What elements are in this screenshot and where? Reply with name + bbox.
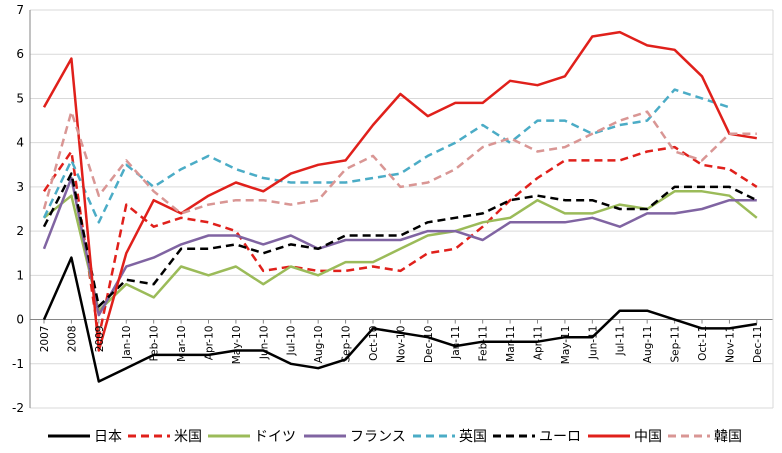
series-line-1: [42, 145, 758, 339]
x-tick-label: Jul-11: [615, 326, 627, 357]
x-tick-labels: 2007 2008 2009 Jan-10 Feb-10 Mar-10 Apr-10 May-…: [39, 326, 764, 365]
x-tick-label: Mar-11: [505, 326, 517, 362]
axes: [29, 10, 774, 408]
series-line-3: [42, 176, 757, 317]
x-tick-label: Dec-11: [752, 326, 764, 363]
series-line-7: [42, 110, 757, 215]
y-tick-label: 7: [16, 3, 24, 17]
x-tick-label: Feb-10: [149, 326, 161, 362]
series-line-5: [42, 172, 758, 308]
x-tick-label: May-11: [560, 326, 572, 365]
series-line-4: [42, 88, 730, 224]
y-tick-label: 6: [16, 47, 24, 61]
y-tick-label: 2: [16, 224, 24, 238]
x-tick-label: Jun-11: [587, 326, 599, 361]
legend-label-6: 中国: [634, 429, 662, 445]
y-tick-label: -2: [12, 401, 24, 415]
series-line-6: [42, 30, 757, 352]
legend-label-0: 日本: [94, 429, 122, 445]
series-line-0: [42, 256, 757, 383]
x-tick-label: Oct-10: [368, 326, 380, 361]
y-tick-label: -1: [12, 357, 24, 371]
x-tick-label: Nov-10: [395, 326, 407, 363]
x-tick-label: Jan-11: [450, 326, 462, 360]
series-line-2: [43, 190, 758, 312]
legend-label-7: 韓国: [714, 429, 742, 445]
y-tick-labels: -2 -1 0 1 2 3 4 5 6 7: [12, 3, 24, 415]
legend: 日本 米国 ドイツ フランス 英国 ユーロ 中国 韓国: [48, 428, 742, 445]
x-tick-label: Sep-11: [670, 326, 682, 363]
x-tick-label: 2007: [39, 326, 51, 353]
legend-label-1: 米国: [174, 429, 202, 445]
x-tick-label: Aug-10: [313, 326, 325, 364]
legend-label-5: ユーロ: [539, 429, 581, 445]
series-lines: [42, 30, 758, 383]
legend-label-2: ドイツ: [254, 429, 296, 445]
x-tick-label: Feb-11: [478, 326, 490, 362]
x-tick-label: Mar-10: [176, 326, 188, 362]
y-tick-label: 3: [16, 180, 24, 194]
legend-label-3: フランス: [350, 429, 406, 445]
y-tick-label: 5: [16, 91, 24, 105]
x-tick-label: Aug-11: [642, 326, 654, 364]
x-tick-label: 2009: [94, 326, 106, 353]
x-tick-label: May-10: [231, 326, 243, 365]
legend-label-4: 英国: [459, 428, 487, 445]
x-tick-label: Oct-11: [697, 326, 709, 361]
y-tick-label: 0: [16, 313, 24, 327]
x-tick-label: Jul-10: [286, 326, 298, 357]
x-tick-label: Jun-10: [258, 326, 270, 361]
x-tick-label: Sep-10: [341, 326, 353, 363]
x-tick-label: 2008: [66, 326, 78, 353]
x-tick-label: Dec-10: [423, 326, 435, 363]
x-tick-label: Apr-10: [204, 326, 216, 361]
x-tick-label: Nov-11: [724, 326, 736, 363]
x-tick-label: Apr-11: [533, 326, 545, 361]
x-tick-label: Jan-10: [121, 326, 133, 360]
y-tick-label: 4: [16, 136, 24, 150]
y-tick-label: 1: [16, 268, 24, 282]
